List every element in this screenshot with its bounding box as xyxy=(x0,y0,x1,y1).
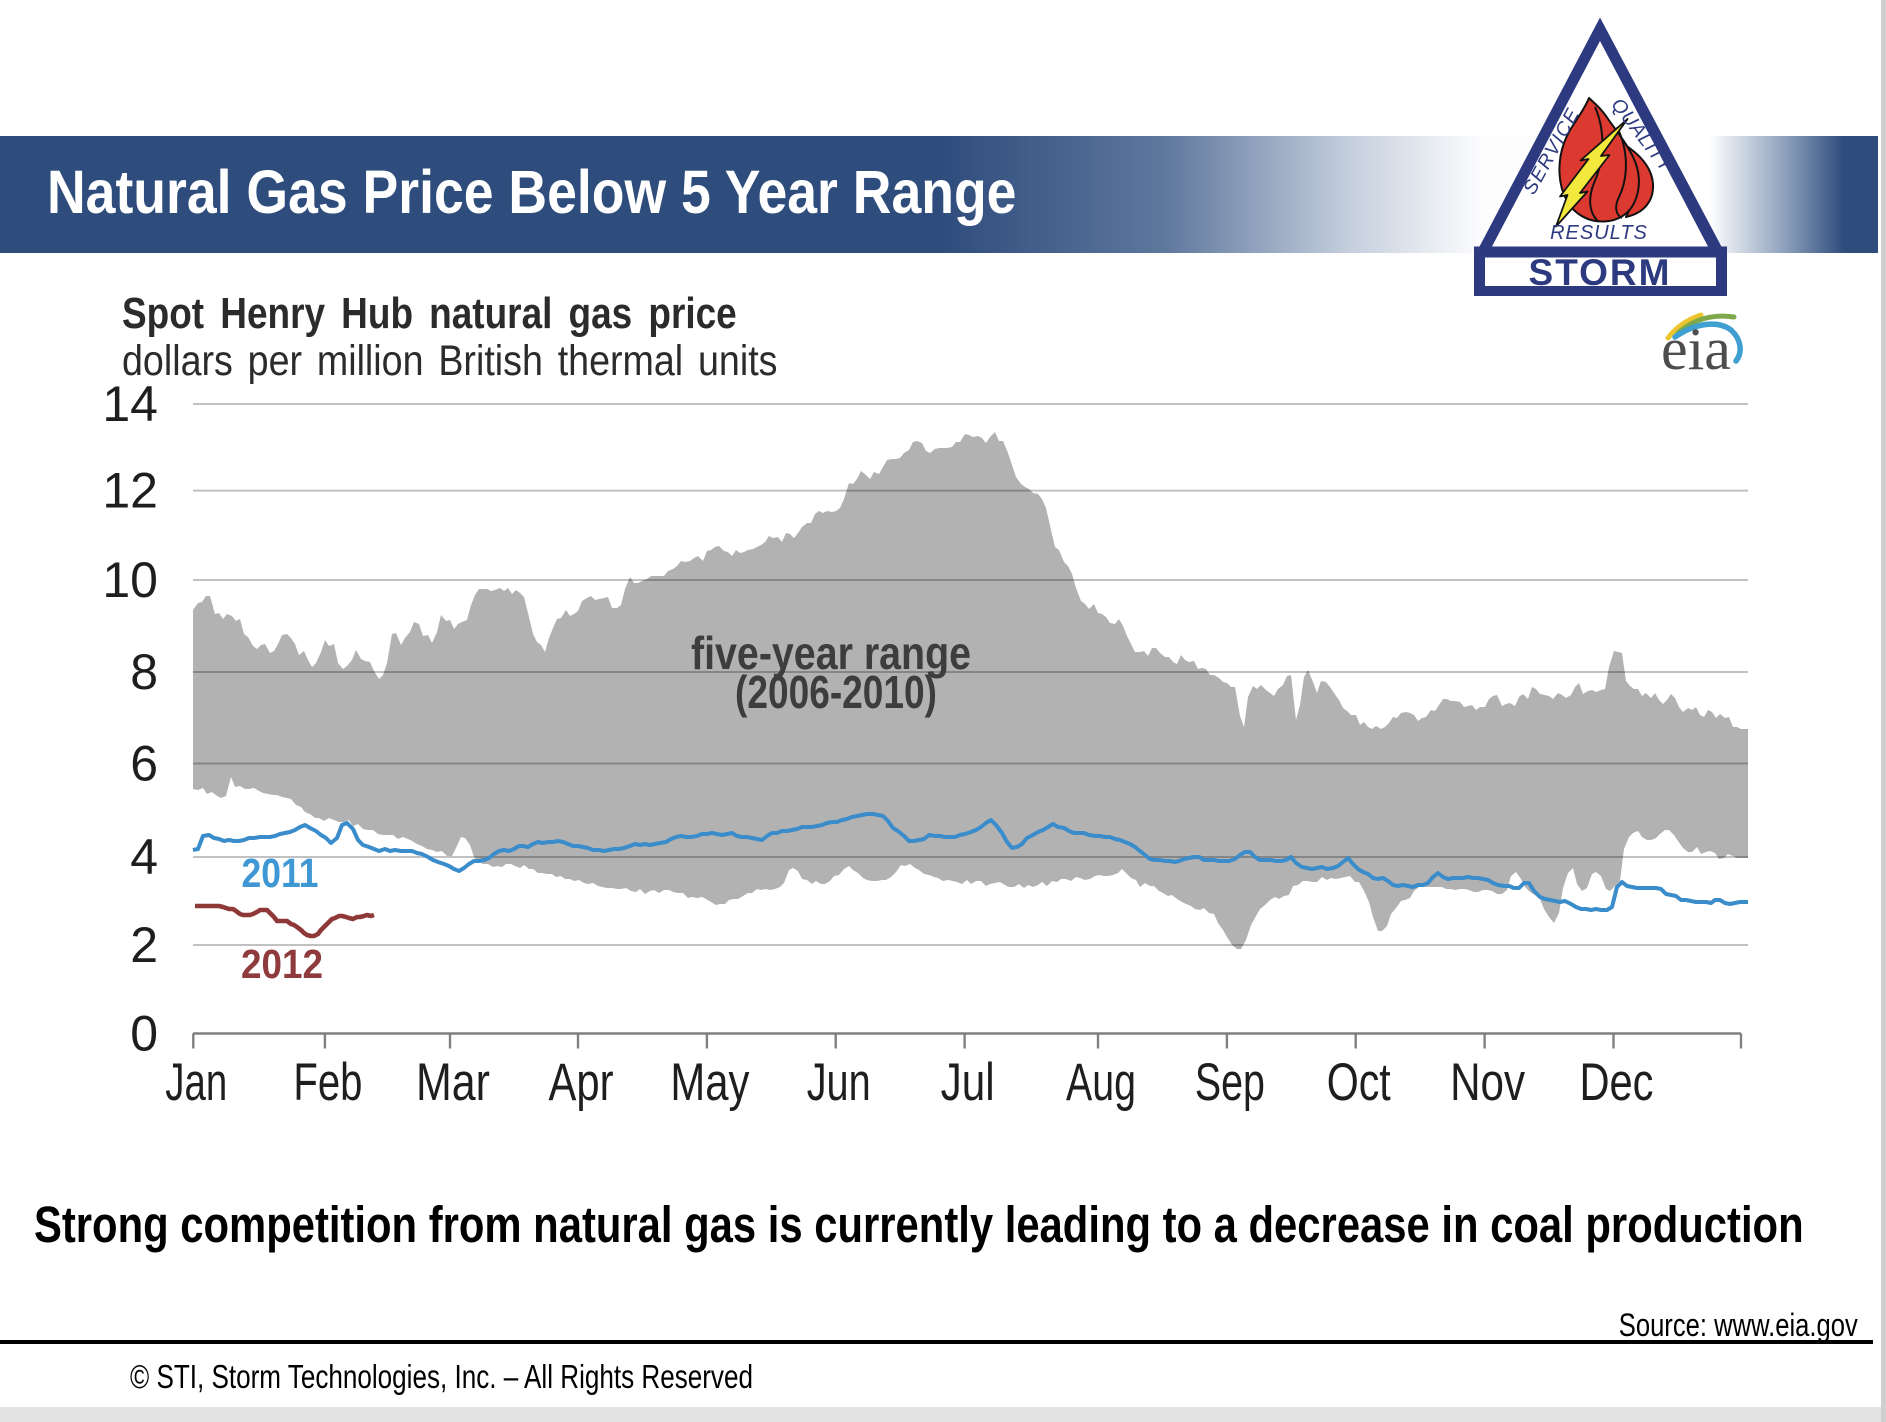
svg-text:May: May xyxy=(670,1053,749,1112)
svg-text:Aug: Aug xyxy=(1066,1053,1136,1112)
svg-text:Feb: Feb xyxy=(293,1053,362,1112)
svg-text:2011: 2011 xyxy=(242,850,319,896)
svg-text:14: 14 xyxy=(102,376,158,432)
svg-text:STORM: STORM xyxy=(1529,252,1672,293)
svg-text:five-year range: five-year range xyxy=(691,627,971,679)
svg-text:Jul: Jul xyxy=(941,1053,995,1112)
svg-text:Dec: Dec xyxy=(1580,1053,1654,1112)
svg-text:RESULTS: RESULTS xyxy=(1550,222,1648,244)
svg-text:12: 12 xyxy=(102,463,158,519)
svg-text:Jun: Jun xyxy=(807,1053,871,1112)
svg-text:4: 4 xyxy=(130,829,158,885)
svg-text:Sep: Sep xyxy=(1195,1053,1265,1112)
svg-text:Nov: Nov xyxy=(1450,1053,1525,1112)
svg-text:Mar: Mar xyxy=(416,1053,490,1112)
svg-text:10: 10 xyxy=(102,552,158,608)
svg-text:2012: 2012 xyxy=(241,941,323,987)
svg-text:2: 2 xyxy=(130,917,158,973)
svg-text:8: 8 xyxy=(130,644,158,700)
svg-text:Apr: Apr xyxy=(549,1053,614,1112)
svg-text:(2006-2010): (2006-2010) xyxy=(735,666,937,718)
svg-text:6: 6 xyxy=(130,736,158,792)
svg-text:Jan: Jan xyxy=(165,1053,227,1112)
svg-text:eia: eia xyxy=(1661,316,1731,382)
svg-text:Oct: Oct xyxy=(1327,1053,1391,1112)
svg-text:0: 0 xyxy=(130,1006,158,1062)
